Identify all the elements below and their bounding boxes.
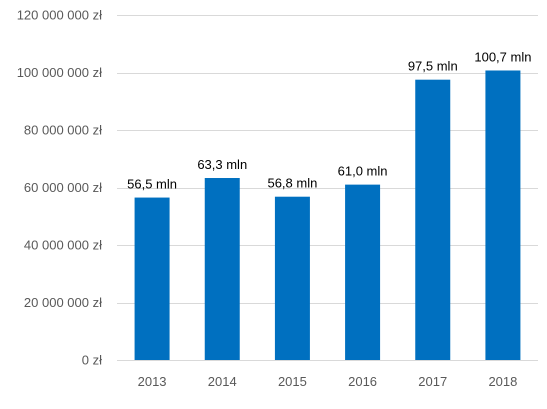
bar-2017	[415, 79, 451, 360]
x-category-label: 2017	[418, 374, 447, 389]
y-tick-label: 40 000 000 zł	[24, 238, 102, 253]
bar-2018	[485, 70, 521, 361]
bars	[134, 70, 521, 361]
x-axis-category-labels: 2013 2014 2015 2016 2017 2018	[138, 374, 518, 389]
x-category-label: 2014	[208, 374, 237, 389]
data-label-2016: 61,0 mln	[338, 164, 388, 179]
gridlines	[117, 15, 538, 361]
y-tick-label: 0 zł	[82, 353, 102, 368]
x-category-label: 2016	[348, 374, 377, 389]
bar-2016	[345, 184, 381, 360]
x-category-label: 2013	[138, 374, 167, 389]
data-label-2013: 56,5 mln	[127, 177, 177, 192]
bar-2015	[274, 196, 310, 360]
data-label-2017: 97,5 mln	[408, 59, 458, 74]
bar-2013	[134, 197, 170, 360]
y-tick-label: 20 000 000 zł	[24, 295, 102, 310]
y-axis-tick-labels: 0 zł 20 000 000 zł 40 000 000 zł 60 000 000…	[17, 8, 102, 368]
y-tick-label: 120 000 000 zł	[17, 8, 102, 23]
data-label-2014: 63,3 mln	[197, 157, 247, 172]
x-category-label: 2015	[278, 374, 307, 389]
y-tick-label: 100 000 000 zł	[17, 65, 102, 80]
bar-2014	[204, 178, 240, 360]
data-label-2015: 56,8 mln	[267, 176, 317, 191]
data-label-2018: 100,7 mln	[474, 49, 531, 64]
x-category-label: 2018	[488, 374, 517, 389]
data-labels: 56,5 mln 63,3 mln 56,8 mln 61,0 mln 97,5 mln…	[127, 49, 531, 191]
y-tick-label: 60 000 000 zł	[24, 180, 102, 195]
y-tick-label: 80 000 000 zł	[24, 123, 102, 138]
